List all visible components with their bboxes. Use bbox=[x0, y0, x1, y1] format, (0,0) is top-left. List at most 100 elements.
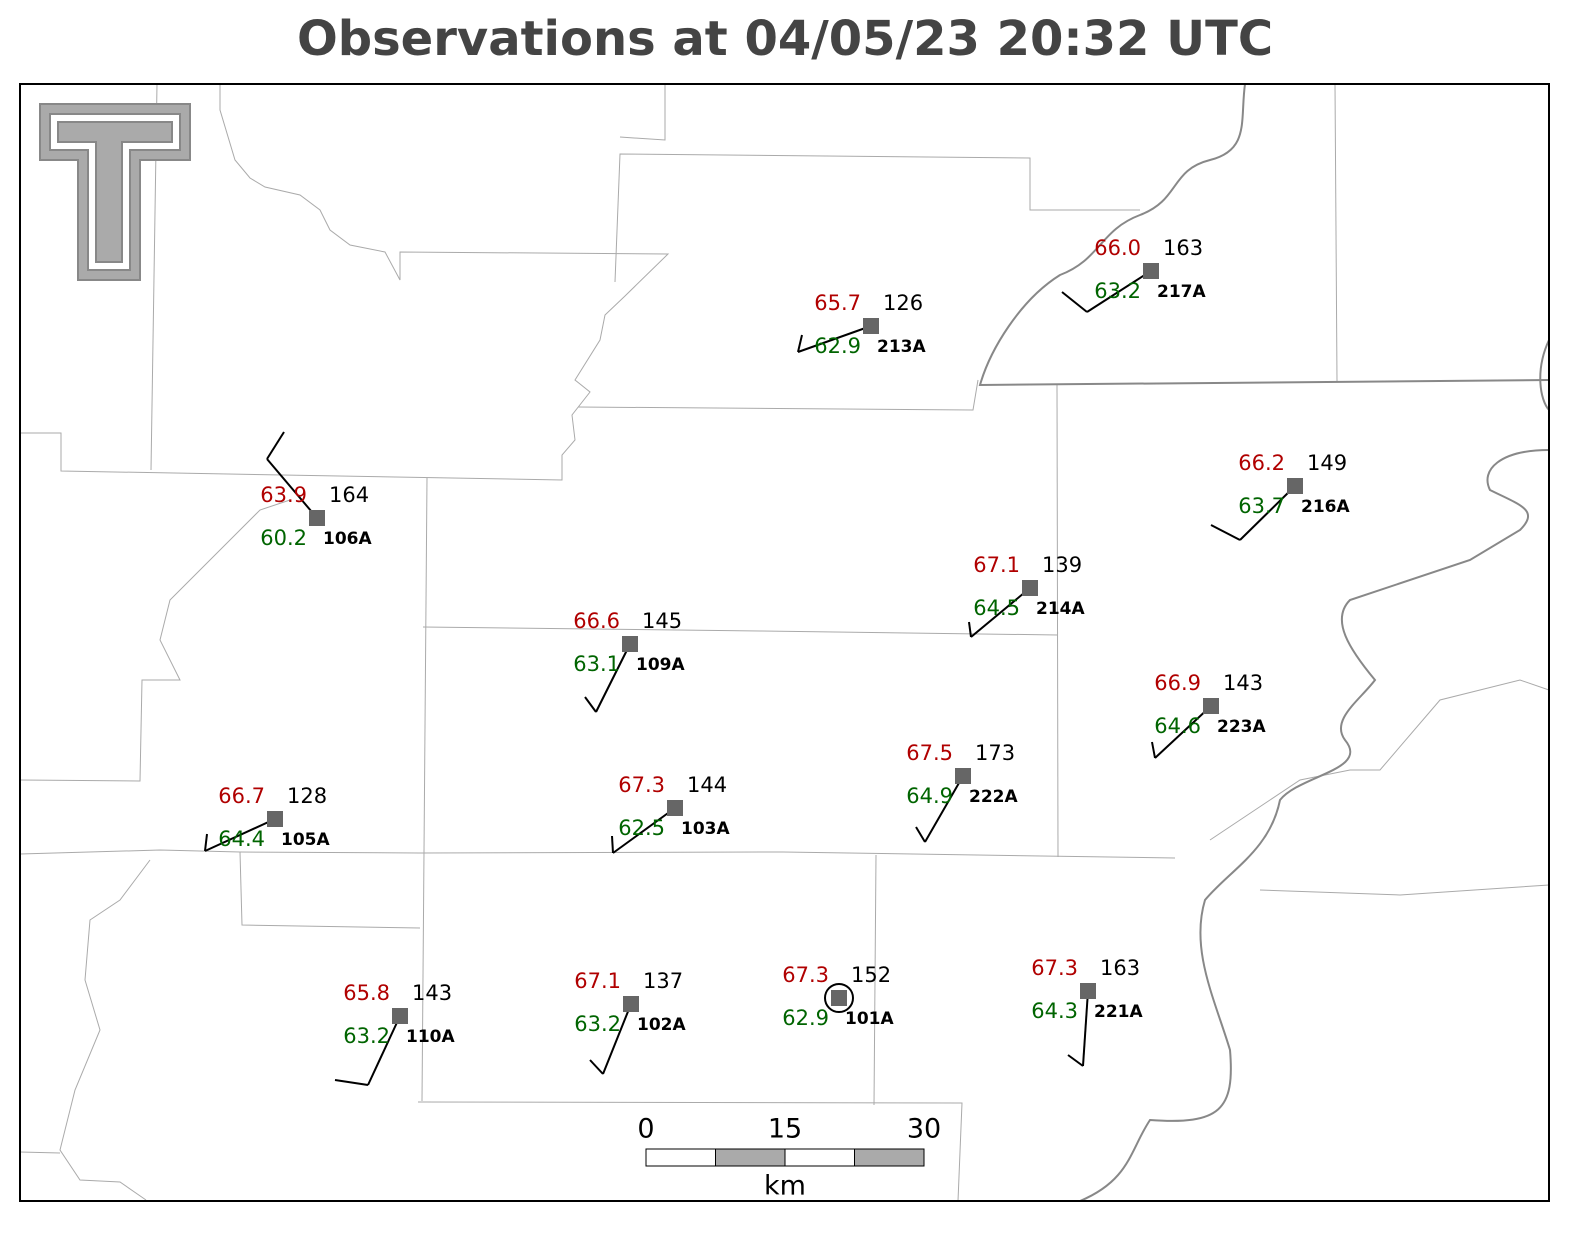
wind-shaft bbox=[612, 807, 676, 854]
scale-tick-label: 0 bbox=[637, 1114, 654, 1145]
scale-segment bbox=[854, 1148, 925, 1167]
station-marker bbox=[863, 318, 879, 334]
wind-shaft bbox=[367, 1015, 401, 1086]
logo bbox=[39, 103, 191, 281]
station-plot: 65.7 126 62.9 213A bbox=[797, 291, 926, 358]
dewpoint: 63.2 bbox=[574, 1012, 621, 1036]
station-plot: 67.3 152 62.9 101A bbox=[782, 963, 894, 1030]
station-id: 101A bbox=[845, 1009, 894, 1029]
temperature: 66.7 bbox=[218, 784, 265, 808]
scale-unit: km bbox=[764, 1171, 806, 1202]
station-plot: 67.3 163 64.3 221A bbox=[1031, 956, 1143, 1067]
temperature: 66.0 bbox=[1094, 236, 1141, 260]
dewpoint: 64.6 bbox=[1154, 714, 1201, 738]
station-marker bbox=[1287, 478, 1303, 494]
wind-shaft bbox=[1154, 705, 1212, 759]
station-plot: 67.5 173 64.9 222A bbox=[906, 741, 1018, 843]
wind-shaft bbox=[204, 818, 276, 852]
station-plot: 66.7 128 64.4 105A bbox=[204, 784, 330, 852]
dewpoint: 62.5 bbox=[618, 816, 665, 840]
station-marker bbox=[1080, 983, 1096, 999]
wind-barb bbox=[334, 1079, 369, 1086]
wind-barb bbox=[204, 833, 208, 852]
station-marker bbox=[623, 996, 639, 1012]
dewpoint: 64.3 bbox=[1031, 999, 1078, 1023]
wind-shaft bbox=[1082, 990, 1089, 1067]
wind-barb bbox=[266, 431, 285, 460]
station-id: 213A bbox=[877, 337, 926, 357]
temperature: 67.3 bbox=[1031, 956, 1078, 980]
title: Observations at 04/05/23 20:32 UTC bbox=[297, 11, 1273, 67]
station-plot: 66.0 163 63.2 217A bbox=[1061, 236, 1206, 313]
station-id: 223A bbox=[1217, 717, 1266, 737]
dewpoint: 62.9 bbox=[814, 334, 861, 358]
station-id: 217A bbox=[1157, 282, 1206, 302]
scale-tick-label: 30 bbox=[907, 1114, 941, 1145]
temperature: 66.6 bbox=[573, 609, 620, 633]
pressure: 149 bbox=[1307, 451, 1347, 475]
wind-shaft bbox=[595, 643, 631, 713]
station-id: 214A bbox=[1036, 599, 1085, 619]
station-marker bbox=[392, 1008, 408, 1024]
wind-shaft bbox=[1239, 485, 1296, 541]
station-plot: 67.1 137 63.2 102A bbox=[574, 969, 686, 1075]
pressure: 145 bbox=[642, 609, 682, 633]
station-marker bbox=[622, 636, 638, 652]
wind-barb bbox=[589, 1059, 604, 1075]
temperature: 67.1 bbox=[973, 553, 1020, 577]
wind-shaft bbox=[602, 1003, 632, 1075]
dewpoint: 60.2 bbox=[260, 526, 307, 550]
temperature: 65.8 bbox=[343, 981, 390, 1005]
pressure: 163 bbox=[1163, 236, 1203, 260]
station-plot: 66.6 145 63.1 109A bbox=[573, 609, 685, 713]
pressure: 144 bbox=[687, 773, 727, 797]
scale-segment bbox=[784, 1148, 855, 1167]
wind-barb bbox=[1067, 1054, 1084, 1067]
temperature: 67.3 bbox=[782, 963, 829, 987]
temperature: 65.7 bbox=[814, 291, 861, 315]
wind-barb bbox=[1151, 741, 1156, 759]
scale-segment bbox=[715, 1148, 786, 1167]
pressure: 126 bbox=[883, 291, 923, 315]
wind-shaft bbox=[1086, 270, 1152, 313]
temperature: 67.5 bbox=[906, 741, 953, 765]
temperature: 63.9 bbox=[260, 483, 307, 507]
station-marker bbox=[267, 811, 283, 827]
wind-barb bbox=[611, 835, 614, 854]
dewpoint: 64.4 bbox=[218, 827, 265, 851]
dewpoint: 64.9 bbox=[906, 784, 953, 808]
wind-shaft bbox=[924, 775, 964, 843]
station-marker bbox=[1022, 580, 1038, 596]
pressure: 137 bbox=[643, 969, 683, 993]
pressure: 164 bbox=[329, 483, 369, 507]
station-id: 102A bbox=[637, 1015, 686, 1035]
temperature: 67.3 bbox=[618, 773, 665, 797]
station-id: 103A bbox=[681, 819, 730, 839]
station-plot: 65.8 143 63.2 110A bbox=[334, 981, 455, 1086]
station-marker bbox=[831, 990, 847, 1006]
station-plot: 67.1 139 64.5 214A bbox=[968, 553, 1085, 638]
map-frame bbox=[19, 83, 1550, 1202]
wind-shaft bbox=[797, 325, 872, 353]
station-plot: 66.9 143 64.6 223A bbox=[1151, 671, 1266, 759]
dewpoint: 63.7 bbox=[1238, 494, 1285, 518]
station-id: 109A bbox=[636, 655, 685, 675]
wind-barb bbox=[915, 826, 926, 843]
scale-tick-label: 15 bbox=[768, 1114, 802, 1145]
pressure: 152 bbox=[851, 963, 891, 987]
wind-barb bbox=[584, 696, 597, 713]
pressure: 143 bbox=[1223, 671, 1263, 695]
dewpoint: 64.5 bbox=[973, 596, 1020, 620]
station-id: 222A bbox=[969, 787, 1018, 807]
pressure: 139 bbox=[1042, 553, 1082, 577]
dewpoint: 62.9 bbox=[782, 1006, 829, 1030]
wind-barb bbox=[797, 334, 803, 353]
pressure: 143 bbox=[412, 981, 452, 1005]
station-marker bbox=[309, 510, 325, 526]
station-marker bbox=[667, 800, 683, 816]
pressure: 163 bbox=[1100, 956, 1140, 980]
wind-shaft bbox=[970, 587, 1031, 638]
pressure: 128 bbox=[287, 784, 327, 808]
